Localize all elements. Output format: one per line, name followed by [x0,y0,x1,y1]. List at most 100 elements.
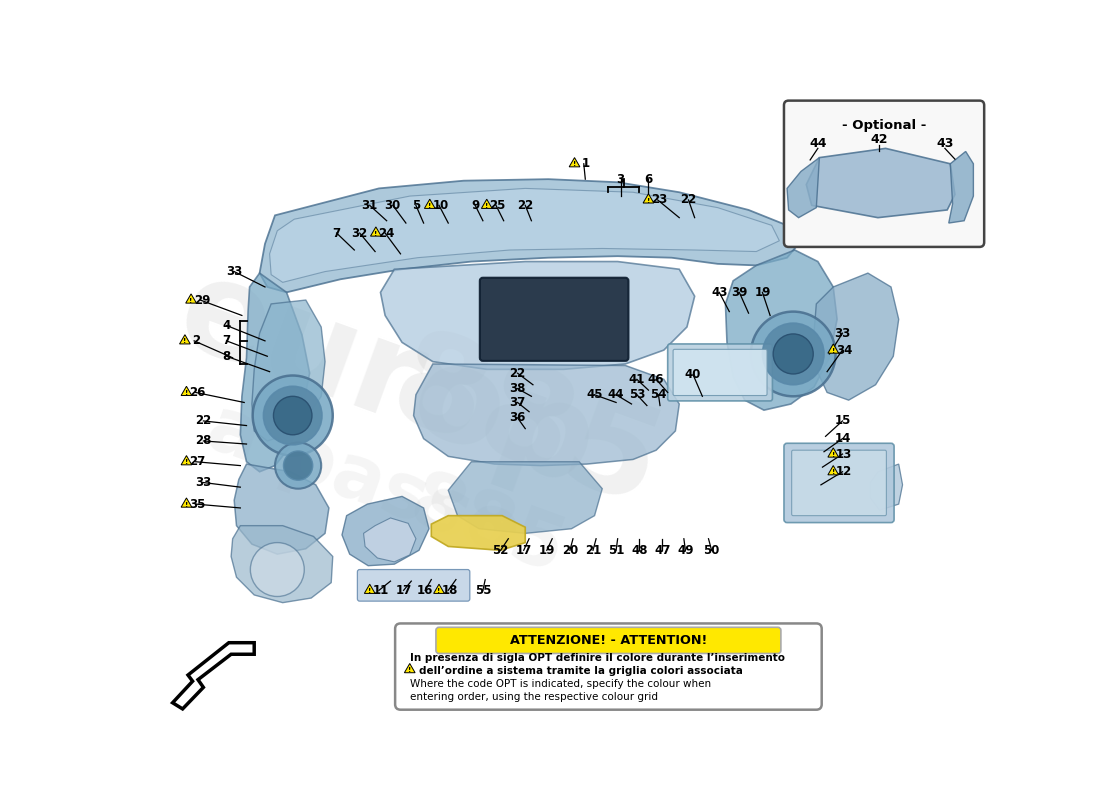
Text: 40: 40 [685,368,702,382]
Text: !: ! [832,452,835,458]
Text: 52: 52 [493,544,509,557]
FancyBboxPatch shape [784,101,984,247]
Text: 37: 37 [509,396,526,409]
Text: 23: 23 [651,194,668,206]
Polygon shape [173,642,254,709]
Text: 6: 6 [645,173,652,186]
Text: ATTENZIONE! - ATTENTION!: ATTENZIONE! - ATTENTION! [509,634,707,647]
Text: 33: 33 [196,476,211,489]
Text: 41: 41 [629,373,645,386]
Text: 7: 7 [222,334,231,347]
Text: 19: 19 [755,286,771,299]
Text: !: ! [189,298,192,304]
Polygon shape [828,344,838,353]
Text: 36: 36 [509,411,526,424]
Polygon shape [241,273,310,472]
Text: !: ! [438,588,441,594]
Text: 33: 33 [227,265,242,278]
Polygon shape [433,584,444,594]
Polygon shape [644,194,653,203]
Polygon shape [405,663,415,673]
Text: dell’ordine a sistema tramite la griglia colori associata: dell’ordine a sistema tramite la griglia… [419,666,742,676]
Text: 17: 17 [516,544,531,557]
Text: 2: 2 [191,334,200,347]
Text: 44: 44 [608,388,625,402]
Text: 19: 19 [539,544,556,557]
Polygon shape [814,273,899,400]
Text: 14: 14 [834,432,850,445]
Text: 11: 11 [373,584,388,597]
FancyBboxPatch shape [668,344,772,401]
Text: 30: 30 [385,199,400,212]
Polygon shape [182,498,191,507]
Text: 47: 47 [654,544,671,557]
Circle shape [264,386,322,445]
Polygon shape [342,496,429,566]
Polygon shape [182,455,191,465]
Text: 51: 51 [608,544,625,557]
Text: Where the code OPT is indicated, specify the colour when: Where the code OPT is indicated, specify… [409,679,711,690]
Text: 21: 21 [585,544,601,557]
Text: !: ! [374,230,377,237]
Text: !: ! [428,203,431,209]
Text: 10: 10 [432,199,449,212]
Text: !: ! [185,502,188,508]
Text: In presenza di sigla OPT definire il colore durante l’inserimento: In presenza di sigla OPT definire il col… [409,653,784,663]
Text: 15: 15 [834,414,850,427]
Text: europ: europ [161,247,613,514]
Text: 1: 1 [581,158,590,170]
Text: 49: 49 [678,544,694,557]
Text: 43: 43 [936,138,954,150]
Polygon shape [425,199,436,209]
Circle shape [251,542,305,597]
Text: 13: 13 [836,447,852,461]
Text: 48: 48 [631,544,648,557]
Text: 22: 22 [196,414,211,427]
Text: 35: 35 [189,498,206,510]
Text: !: ! [184,338,187,345]
Circle shape [284,451,312,480]
Text: 39: 39 [732,286,748,299]
FancyBboxPatch shape [784,443,894,522]
Text: 44: 44 [810,138,826,150]
Text: a passo: a passo [197,390,530,572]
Text: 12: 12 [836,466,852,478]
Polygon shape [806,148,955,218]
Text: !: ! [832,348,835,354]
FancyBboxPatch shape [358,570,470,601]
Polygon shape [182,386,191,395]
Circle shape [762,323,824,385]
Text: 27: 27 [189,455,206,468]
Text: 31: 31 [362,199,377,212]
Text: 20: 20 [562,544,578,557]
Text: 7: 7 [332,226,341,239]
Text: 42: 42 [871,133,888,146]
Text: 38: 38 [509,382,526,395]
Polygon shape [186,294,197,303]
Polygon shape [179,334,190,344]
Text: !: ! [647,198,650,203]
Text: 885: 885 [399,465,574,590]
Text: 34: 34 [836,344,852,357]
FancyBboxPatch shape [792,450,887,516]
Polygon shape [828,466,838,475]
Polygon shape [788,158,820,218]
Text: 45: 45 [586,388,603,402]
Text: 22: 22 [509,366,526,380]
Text: 53: 53 [629,388,645,402]
Text: !: ! [573,162,576,167]
Circle shape [773,334,813,374]
Text: 9: 9 [471,199,480,212]
Text: 8: 8 [222,350,231,362]
Polygon shape [381,262,695,370]
Text: !: ! [185,459,188,466]
Text: 54: 54 [650,388,667,402]
Polygon shape [726,250,837,410]
Polygon shape [270,188,779,282]
Polygon shape [482,199,492,209]
Text: 50: 50 [703,544,719,557]
Text: 55: 55 [475,584,491,597]
Text: 3: 3 [617,173,625,186]
FancyBboxPatch shape [480,278,628,361]
Text: 24: 24 [378,226,395,239]
